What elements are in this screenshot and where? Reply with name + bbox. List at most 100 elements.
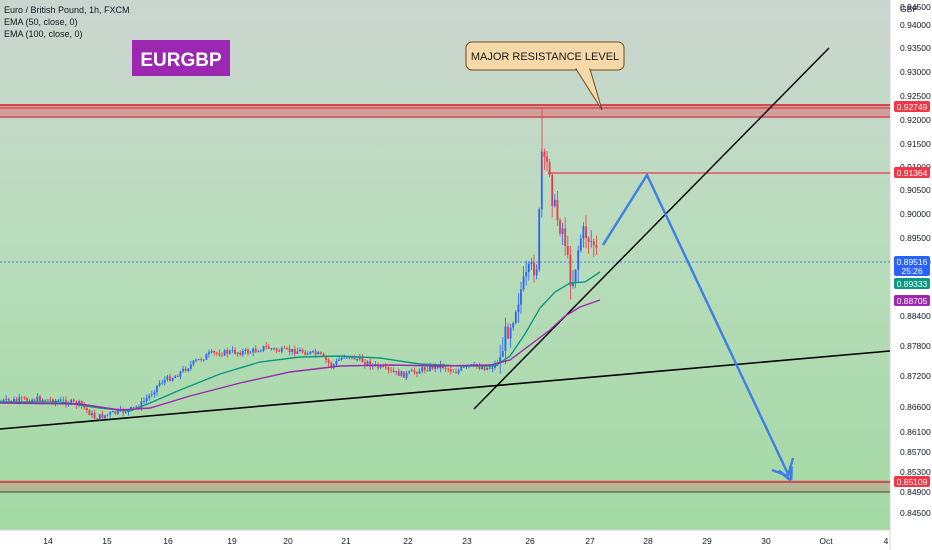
- price-tick-label: 0.90500: [900, 185, 931, 195]
- price-tag-label: 0.89333: [897, 279, 928, 289]
- candle-body: [280, 348, 283, 352]
- candle-body: [52, 399, 54, 404]
- candle-body: [421, 367, 424, 372]
- time-tick-label: 28: [643, 536, 653, 546]
- candle-body: [166, 376, 169, 380]
- candle-body: [327, 359, 330, 363]
- price-tag: [894, 476, 930, 487]
- candle-body: [559, 220, 561, 234]
- candle-body: [156, 385, 158, 393]
- candle-body: [353, 356, 356, 360]
- candle-body: [262, 345, 265, 351]
- candle-body: [117, 410, 119, 414]
- candle-body: [356, 359, 359, 360]
- candle-body: [140, 401, 143, 409]
- resistance-callout: [465, 41, 625, 71]
- price-tag-label: 0.89516: [897, 257, 928, 267]
- candle-body: [512, 322, 515, 328]
- candle-body: [231, 349, 234, 351]
- candle-body: [379, 365, 382, 368]
- candle-body: [423, 367, 426, 371]
- candle-body: [270, 348, 273, 350]
- candle-body: [455, 372, 457, 374]
- candle-body: [174, 376, 177, 379]
- candle-body: [392, 370, 395, 373]
- candle-body: [348, 356, 351, 359]
- candle-body: [483, 367, 486, 370]
- candle-body: [202, 359, 205, 361]
- candle-body: [410, 370, 413, 372]
- candle-body: [228, 350, 231, 354]
- candle-body: [153, 392, 156, 395]
- candle-body: [278, 350, 281, 352]
- candle-body: [382, 365, 385, 367]
- candle-body: [210, 351, 213, 353]
- projection-arrow-right: [786, 457, 795, 477]
- candle-body: [499, 356, 502, 364]
- candle-body: [314, 350, 317, 355]
- candle-body: [413, 370, 416, 373]
- candle-body: [509, 327, 512, 339]
- candle-body: [397, 371, 400, 376]
- candle-body: [572, 282, 574, 287]
- candle-body: [283, 348, 286, 349]
- candle-body: [5, 398, 8, 401]
- candle-body: [15, 399, 18, 401]
- candle-body: [460, 367, 463, 371]
- candle-body: [574, 269, 577, 283]
- candle-body: [504, 326, 507, 351]
- candle-body: [288, 348, 291, 353]
- price-tick-label: 0.90000: [900, 209, 931, 219]
- time-tick-label: 20: [283, 536, 293, 546]
- price-tick-label: 0.93000: [900, 67, 931, 77]
- candle-body: [109, 412, 112, 415]
- candle-body: [200, 359, 203, 361]
- candle-body: [395, 371, 398, 373]
- candle-body: [551, 174, 554, 206]
- price-tag: [894, 256, 930, 276]
- price-axis[interactable]: 0.94500 0.94000 0.93500 0.93000 0.92500 0.920…: [900, 2, 931, 518]
- candle-body: [374, 364, 377, 365]
- plot-background: [0, 0, 890, 530]
- price-tag: [894, 167, 930, 178]
- candle-body: [192, 360, 195, 365]
- candle-body: [57, 400, 60, 402]
- candle-body: [150, 394, 153, 396]
- projection-arrow-left: [771, 468, 789, 478]
- candle-body: [33, 399, 36, 401]
- time-axis[interactable]: 14 15 16 19 20 21 22 23 26 27 28 29 30 Oct 4: [43, 536, 888, 546]
- price-tick-label: 0.92500: [900, 91, 931, 101]
- candle-body: [426, 370, 429, 372]
- candle-body: [299, 349, 301, 352]
- time-tick-label: 23: [462, 536, 472, 546]
- candle-body: [275, 348, 278, 351]
- time-tick-label: 19: [227, 536, 237, 546]
- candle-body: [416, 372, 418, 374]
- candle-body: [291, 349, 294, 353]
- candle-body: [208, 352, 210, 355]
- price-tick-label: 0.91500: [900, 139, 931, 149]
- candle-body: [408, 371, 411, 373]
- candle-body: [226, 350, 229, 354]
- currency-label: GBP: [900, 4, 918, 14]
- price-tag: [894, 278, 930, 289]
- candle-body: [538, 209, 541, 270]
- price-tick-label: 0.86100: [900, 427, 931, 437]
- candle-body: [405, 372, 408, 378]
- price-tick-label: 0.92000: [900, 115, 931, 125]
- candle-body: [221, 355, 223, 357]
- candle-body: [132, 406, 135, 408]
- candle-body: [46, 399, 49, 401]
- candle-body: [36, 396, 39, 401]
- candle-body: [434, 364, 437, 369]
- candle-body: [301, 349, 304, 353]
- candle-body: [595, 245, 598, 248]
- candle-body: [96, 418, 99, 420]
- candle-body: [163, 379, 166, 383]
- candle-body: [585, 226, 587, 238]
- candle-body: [249, 352, 252, 354]
- candle-body: [143, 400, 145, 402]
- candle-body: [62, 399, 65, 401]
- candle-body: [361, 357, 364, 363]
